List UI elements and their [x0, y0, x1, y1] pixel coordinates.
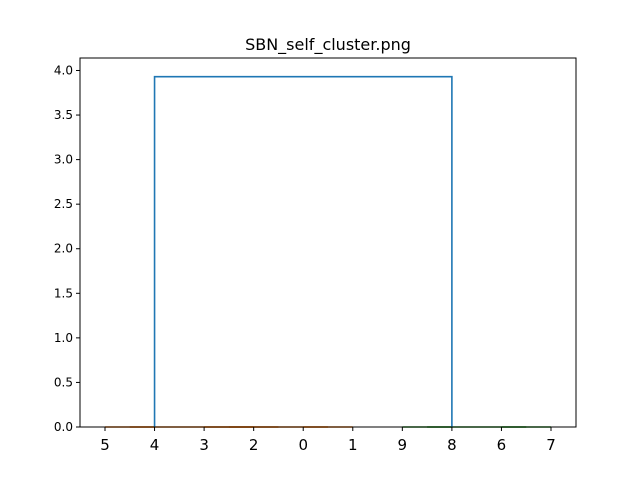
y-tick-label: 1.5: [54, 286, 73, 300]
leaf-label: 4: [150, 436, 160, 454]
y-tick-label: 0.5: [54, 375, 73, 389]
leaf-label: 3: [199, 436, 209, 454]
y-tick-label: 2.5: [54, 197, 73, 211]
x-axis: 5 4 3 2 0 1 9 8 6 7: [100, 427, 556, 454]
leaf-label: 9: [398, 436, 408, 454]
leaf-label: 5: [100, 436, 110, 454]
plot-frame: [79, 57, 577, 428]
link-root: [153, 75, 453, 427]
y-tick-label: 0.0: [54, 420, 73, 434]
leaf-label: 7: [546, 436, 556, 454]
y-tick-label: 3.5: [54, 108, 73, 122]
y-axis: 0.0 0.5 1.0 1.5 2.0 2.5 3.0 3.5 4.0: [54, 63, 80, 434]
leaf-label: 0: [298, 436, 308, 454]
leaf-label: 6: [497, 436, 507, 454]
leaf-label: 8: [447, 436, 457, 454]
leaf-label: 1: [348, 436, 358, 454]
y-tick-label: 3.0: [54, 153, 73, 167]
y-tick-label: 1.0: [54, 331, 73, 345]
leaf-label: 2: [249, 436, 259, 454]
y-tick-label: 2.0: [54, 242, 73, 256]
y-tick-label: 4.0: [54, 63, 73, 77]
chart-title: SBN_self_cluster.png: [245, 35, 411, 55]
